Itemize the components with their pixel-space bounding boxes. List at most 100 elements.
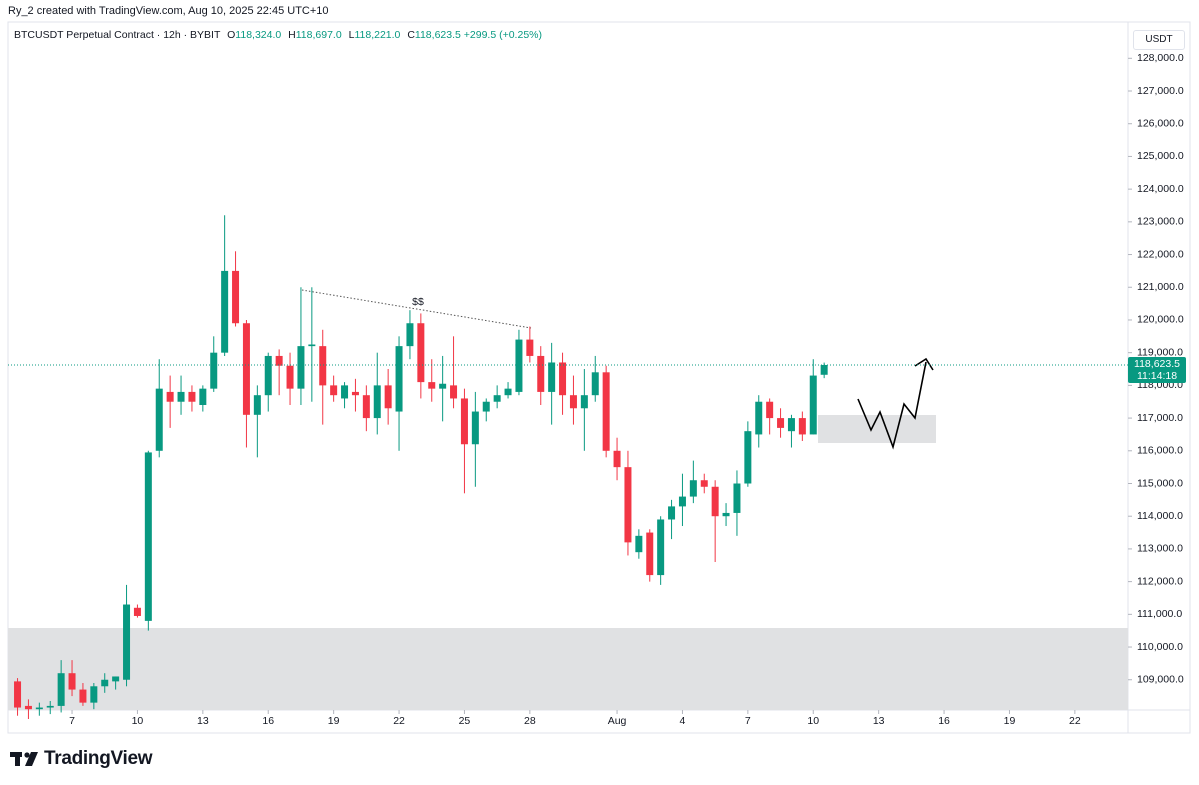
candle-body xyxy=(744,431,752,484)
y-tick-label: 110,000.0 xyxy=(1137,641,1183,653)
candle-body xyxy=(668,506,676,520)
candle-body xyxy=(755,401,763,435)
y-tick-label: 120,000.0 xyxy=(1137,314,1184,326)
candle-body xyxy=(373,385,381,419)
candle-body xyxy=(580,395,588,409)
y-tick-label: 127,000.0 xyxy=(1137,85,1184,97)
low-key: L xyxy=(348,29,355,41)
candles xyxy=(14,215,828,719)
candle-body xyxy=(569,395,577,409)
candle-body xyxy=(646,532,654,576)
y-tick-label: 126,000.0 xyxy=(1137,118,1184,130)
candle-body xyxy=(493,395,501,402)
candle-body xyxy=(450,385,458,399)
liquidity-trendline xyxy=(301,289,532,329)
candle-body xyxy=(678,496,686,507)
candle-body xyxy=(188,391,196,402)
change-value: +299.5 (+0.25%) xyxy=(463,29,542,41)
candle-body xyxy=(242,323,250,415)
candle-body xyxy=(722,512,730,517)
candle-body xyxy=(57,673,65,706)
y-tick-label: 124,000.0 xyxy=(1137,183,1184,195)
candle-body xyxy=(635,535,643,553)
candle-body xyxy=(133,607,141,616)
brand: TradingView xyxy=(44,748,153,769)
candle-body xyxy=(144,452,152,621)
candle-body xyxy=(79,689,87,703)
candle-body xyxy=(548,362,556,392)
candle-body xyxy=(733,483,741,513)
y-tick-label: 113,000.0 xyxy=(1137,543,1183,555)
chart-frame xyxy=(7,21,1191,734)
candle-body xyxy=(330,385,338,396)
candle-body xyxy=(14,681,22,708)
candle-body xyxy=(428,382,436,389)
last-price-label: 118,623.5 xyxy=(1134,357,1180,370)
candle-body xyxy=(24,705,32,710)
low-value: 118,221.0 xyxy=(354,29,401,41)
candle-body xyxy=(482,401,490,412)
x-tick-label: 16 xyxy=(938,715,950,727)
candle-body xyxy=(264,355,272,396)
demand-zone xyxy=(8,628,1128,710)
candle-body xyxy=(319,346,327,386)
candle-body xyxy=(341,385,349,399)
y-tick-label: 115,000.0 xyxy=(1137,477,1183,489)
candle-body xyxy=(101,679,109,687)
candle-body xyxy=(286,365,294,389)
caption: Ry_2 created with TradingView.com, Aug 1… xyxy=(8,5,329,17)
x-tick-label: 13 xyxy=(873,715,885,727)
candle-body xyxy=(90,686,98,703)
x-tick-label: 7 xyxy=(69,715,75,727)
candle-body xyxy=(787,418,795,432)
x-tick-label: 22 xyxy=(1069,715,1081,727)
candle-body xyxy=(613,450,621,468)
y-tick-label: 121,000.0 xyxy=(1137,281,1184,293)
x-tick-label: 7 xyxy=(745,715,751,727)
x-tick-label: 28 xyxy=(524,715,536,727)
candle-body xyxy=(689,480,697,497)
candle-body xyxy=(820,364,828,375)
candle-body xyxy=(221,270,229,353)
candle-body xyxy=(177,391,185,402)
candle-body xyxy=(275,355,283,366)
candle-body xyxy=(112,676,120,682)
x-tick-label: 19 xyxy=(1004,715,1016,727)
candle-body xyxy=(253,395,261,415)
open-key: O xyxy=(227,29,236,41)
candle-body xyxy=(798,418,806,435)
candle-body xyxy=(504,388,512,396)
y-tick-label: 111,000.0 xyxy=(1137,608,1182,620)
candle-body xyxy=(777,418,785,428)
symbol: BTCUSDT Perpetual Contract · 12h · BYBIT xyxy=(14,29,221,41)
candle-body xyxy=(537,355,545,392)
candle-body xyxy=(232,270,240,324)
x-tick-label: Aug xyxy=(608,715,627,727)
high-value: 118,697.0 xyxy=(295,29,342,41)
candle-body xyxy=(439,383,447,389)
symbol-legend: BTCUSDT Perpetual Contract · 12h · BYBIT… xyxy=(14,29,542,41)
candle-body xyxy=(471,411,479,445)
y-tick-label: 122,000.0 xyxy=(1137,248,1184,260)
y-tick-label: 117,000.0 xyxy=(1137,412,1183,424)
candle-body xyxy=(766,401,774,419)
x-tick-label: 10 xyxy=(132,715,144,727)
candle-body xyxy=(406,323,414,347)
candle-body xyxy=(297,346,305,389)
x-tick-label: 25 xyxy=(459,715,471,727)
candle-body xyxy=(460,398,468,445)
candle-body xyxy=(199,388,207,406)
currency-button[interactable]: USDT xyxy=(1133,30,1185,50)
y-tick-label: 114,000.0 xyxy=(1137,510,1183,522)
x-tick-label: 22 xyxy=(393,715,405,727)
close-key: C xyxy=(407,29,415,41)
y-tick-label: 125,000.0 xyxy=(1137,150,1184,162)
candle-body xyxy=(526,339,534,356)
candle-body xyxy=(46,705,54,708)
y-tick-label: 116,000.0 xyxy=(1137,445,1183,457)
brand-logo xyxy=(10,752,38,766)
candle-body xyxy=(123,604,131,680)
candle-body xyxy=(700,480,708,487)
candle-body xyxy=(515,339,523,392)
